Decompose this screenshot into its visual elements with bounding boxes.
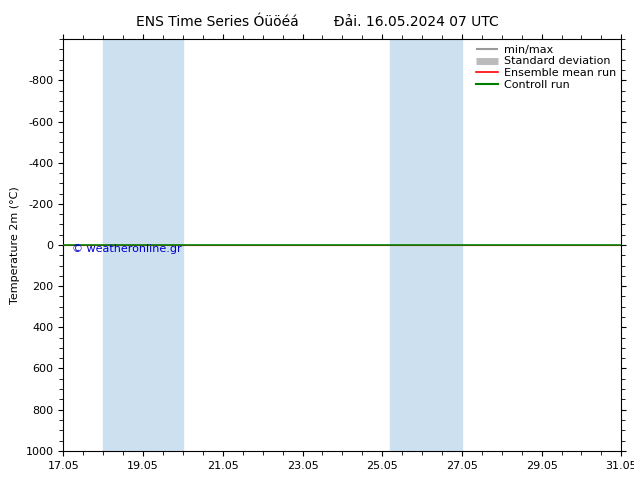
Text: © weatheronline.gr: © weatheronline.gr: [72, 244, 181, 254]
Text: ENS Time Series Óüöéá        Đải. 16.05.2024 07 UTC: ENS Time Series Óüöéá Đải. 16.05.2024 07…: [136, 15, 498, 29]
Bar: [103, 39, 183, 451]
Bar: [390, 39, 462, 451]
Y-axis label: Temperature 2m (°C): Temperature 2m (°C): [10, 186, 20, 304]
Legend: min/max, Standard deviation, Ensemble mean run, Controll run: min/max, Standard deviation, Ensemble me…: [474, 43, 618, 92]
